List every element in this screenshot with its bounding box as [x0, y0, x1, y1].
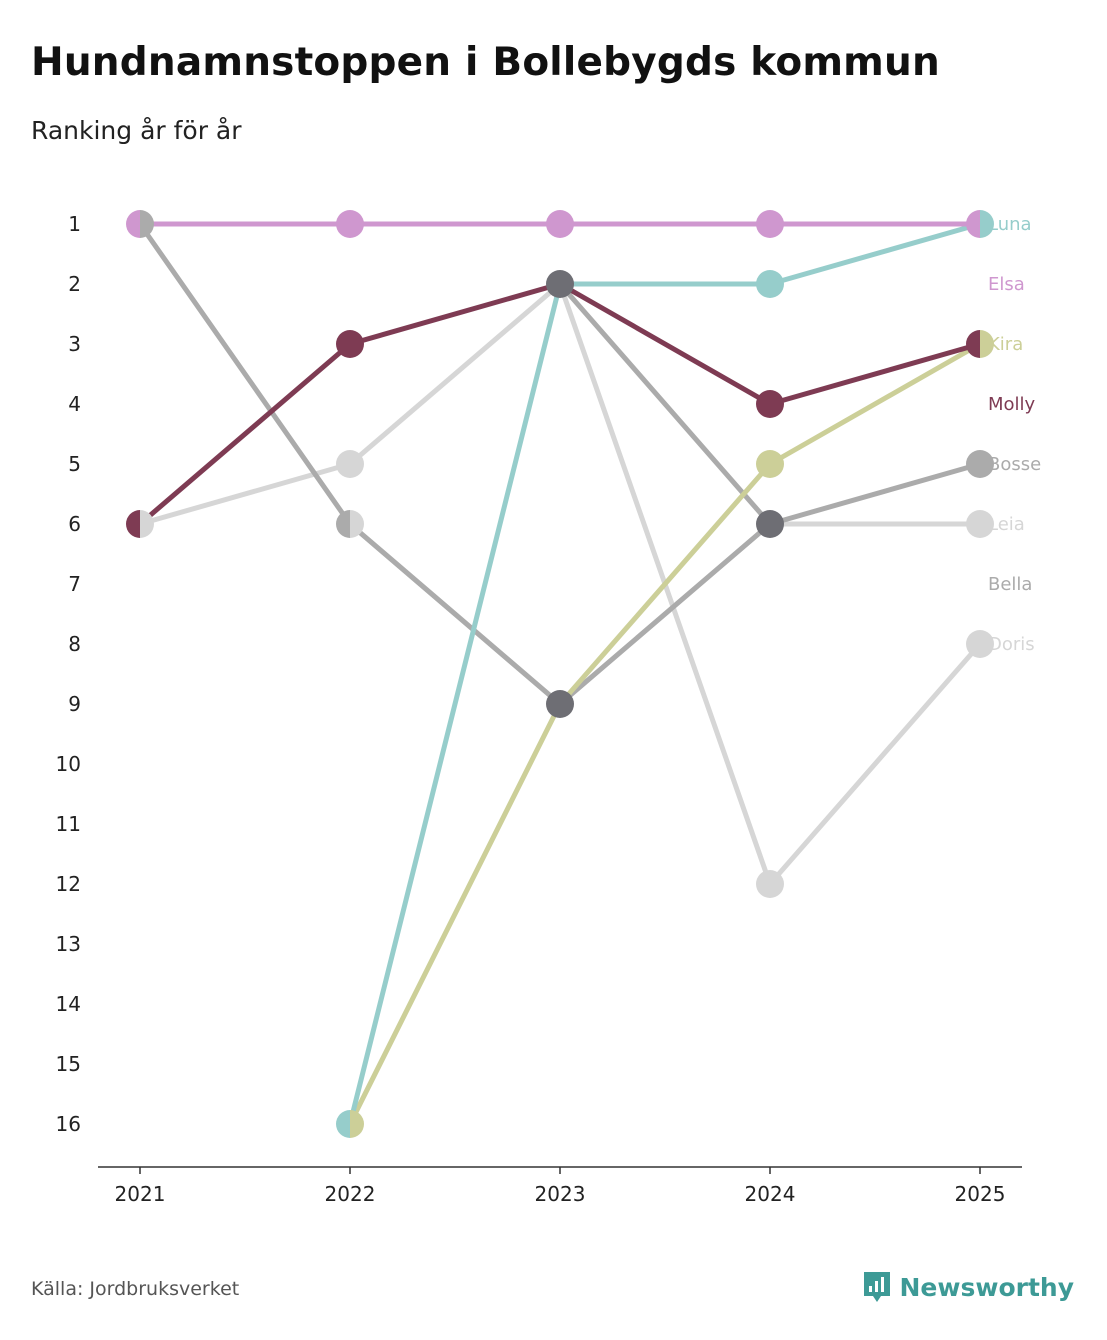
y-tick-label: 6 — [68, 512, 81, 536]
end-label-leia: Leia — [988, 514, 1025, 535]
source-note: Källa: Jordbruksverket — [31, 1278, 240, 1300]
marker-elsa — [126, 210, 140, 238]
marker-leia — [350, 510, 364, 538]
marker-molly — [756, 390, 784, 418]
end-label-elsa: Elsa — [988, 274, 1025, 295]
marker-kira — [350, 1110, 364, 1138]
marker-kira — [756, 450, 784, 478]
series-line-kira — [347, 341, 983, 1127]
x-axis: 2021 2022 2023 2024 2025 — [98, 1166, 1022, 1206]
end-labels: Luna Elsa Kira Molly Bosse Leia Bella Doris — [988, 214, 1041, 655]
y-tick-label: 12 — [56, 872, 81, 896]
marker-elsa — [756, 210, 784, 238]
end-label-bella: Bella — [988, 574, 1032, 595]
y-tick-label: 4 — [68, 392, 81, 416]
marker-bosse — [966, 450, 994, 478]
marker-molly — [126, 510, 140, 538]
chart-subtitle: Ranking år för år — [31, 116, 242, 145]
series-lines — [137, 221, 983, 1127]
y-tick-label: 16 — [56, 1112, 81, 1136]
y-tick-label: 5 — [68, 452, 81, 476]
marker-luna — [336, 1110, 350, 1138]
marker-elsa — [966, 210, 980, 238]
marker-bella — [140, 210, 154, 238]
end-label-doris: Doris — [988, 634, 1035, 655]
marker-leia — [966, 510, 994, 538]
marker-doris — [756, 870, 784, 898]
newsworthy-logo-icon — [863, 1272, 890, 1302]
x-tick-label: 2021 — [115, 1182, 166, 1206]
end-label-molly: Molly — [988, 394, 1036, 415]
marker-doris — [336, 450, 364, 478]
y-tick-label: 9 — [68, 692, 81, 716]
marker-luna — [980, 210, 994, 238]
end-label-luna: Luna — [988, 214, 1032, 235]
marker-molly — [966, 330, 980, 358]
y-tick-label: 14 — [56, 992, 81, 1016]
y-tick-label: 3 — [68, 332, 81, 356]
marker-bella — [336, 510, 350, 538]
marker-doris — [966, 630, 994, 658]
marker-elsa — [336, 210, 364, 238]
y-tick-label: 15 — [56, 1052, 81, 1076]
marker-leia-bella-bosse — [756, 510, 784, 538]
marker-doris-bosse-luna-molly — [546, 270, 574, 298]
marker-luna — [756, 270, 784, 298]
y-tick-label: 2 — [68, 272, 81, 296]
end-label-bosse: Bosse — [988, 454, 1041, 475]
y-tick-label: 11 — [56, 812, 81, 836]
x-tick-label: 2023 — [535, 1182, 586, 1206]
brand[interactable]: Newsworthy — [862, 1270, 1075, 1304]
x-tick-label: 2022 — [325, 1182, 376, 1206]
series-markers — [126, 210, 994, 1138]
y-tick-label: 8 — [68, 632, 81, 656]
chart-title: Hundnamnstoppen i Bollebygds kommun — [31, 40, 940, 85]
y-tick-label: 10 — [56, 752, 81, 776]
y-tick-label: 1 — [68, 212, 81, 236]
marker-doris — [140, 510, 154, 538]
y-tick-label: 13 — [56, 932, 81, 956]
x-tick-label: 2025 — [955, 1182, 1006, 1206]
series-line-luna — [347, 221, 983, 1127]
series-line-bella — [137, 221, 773, 707]
marker-leia-bella-kira — [546, 690, 574, 718]
marker-elsa — [546, 210, 574, 238]
marker-molly — [336, 330, 364, 358]
y-tick-label: 7 — [68, 572, 81, 596]
marker-kira — [980, 330, 994, 358]
end-label-kira: Kira — [988, 334, 1023, 355]
series-line-doris — [137, 281, 983, 887]
brand-name: Newsworthy — [899, 1272, 1075, 1302]
x-tick-label: 2024 — [745, 1182, 796, 1206]
